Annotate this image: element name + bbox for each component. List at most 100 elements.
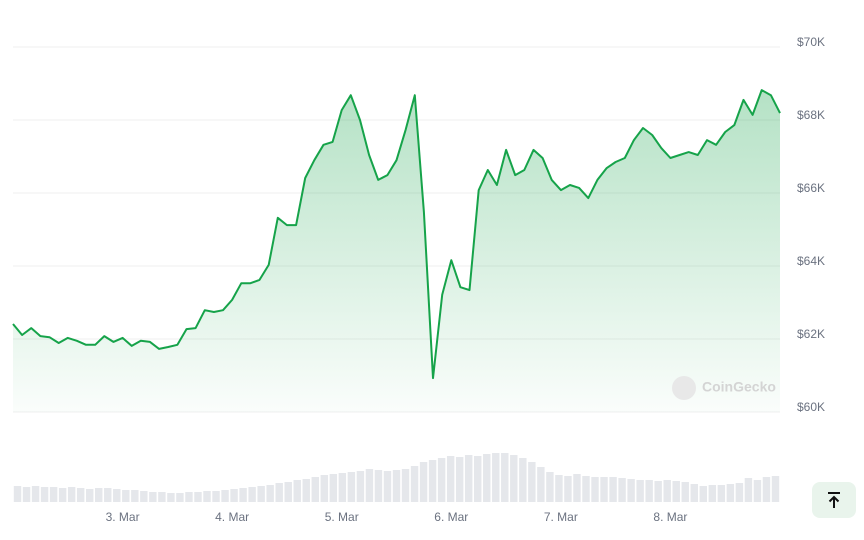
icon-arrow bbox=[828, 495, 840, 508]
volume-bar bbox=[464, 455, 473, 502]
volume-bar bbox=[275, 483, 283, 502]
volume-bar bbox=[194, 492, 202, 502]
volume-bar bbox=[609, 477, 617, 502]
volume-bar bbox=[185, 492, 193, 502]
plot: $60K $62K $64K $66K $68K $70K 3. Mar 4. Mar 5. M… bbox=[12, 35, 825, 524]
volume-bar bbox=[564, 476, 572, 502]
volume-bar bbox=[203, 491, 211, 502]
area bbox=[13, 90, 780, 412]
volume-bar bbox=[582, 476, 590, 502]
volume-bar bbox=[131, 490, 139, 502]
volume-bar bbox=[455, 457, 464, 502]
watermark: CoinGecko bbox=[672, 376, 776, 400]
volume-bar bbox=[356, 471, 365, 502]
watermark-text: CoinGecko bbox=[702, 379, 776, 395]
volume-bar bbox=[735, 483, 744, 502]
volume-bar bbox=[383, 471, 392, 502]
y-tick-label: $68K bbox=[797, 108, 825, 122]
volume-bar bbox=[140, 491, 148, 502]
volume-bar bbox=[645, 480, 653, 502]
volume-bar bbox=[374, 470, 383, 502]
volume-bar bbox=[519, 458, 527, 502]
volume-bar bbox=[762, 477, 771, 502]
volume-bar bbox=[573, 474, 581, 502]
volume-bar bbox=[13, 486, 22, 502]
y-tick-label: $60K bbox=[797, 400, 825, 414]
volume-bar bbox=[248, 487, 256, 502]
volume-bar bbox=[293, 480, 301, 502]
y-tick-label: $70K bbox=[797, 35, 825, 49]
volume-bar bbox=[428, 460, 437, 502]
volume-bar bbox=[591, 477, 599, 502]
volume-bar bbox=[176, 493, 184, 502]
x-tick-label: 4. Mar bbox=[215, 510, 249, 524]
volume-bar bbox=[419, 462, 428, 502]
x-tick-label: 7. Mar bbox=[544, 510, 578, 524]
volume-bar bbox=[537, 467, 545, 502]
volume-bar bbox=[600, 477, 608, 502]
volume-bar bbox=[627, 479, 635, 502]
volume-bar bbox=[726, 484, 735, 502]
volume-bar bbox=[329, 474, 338, 502]
volume-bar bbox=[708, 485, 717, 502]
volume-bar bbox=[76, 488, 85, 502]
volume-bar bbox=[663, 480, 671, 502]
volume-bar bbox=[347, 472, 356, 502]
volume-bar bbox=[717, 485, 726, 502]
volume-bar bbox=[492, 453, 500, 502]
price-line bbox=[12, 89, 781, 380]
volume-bar bbox=[230, 489, 238, 502]
volume-bar bbox=[302, 479, 310, 502]
watermark-logo bbox=[672, 376, 696, 400]
volume-bar bbox=[744, 478, 753, 502]
volume-bar bbox=[311, 477, 319, 502]
volume-bar bbox=[58, 488, 67, 502]
volume-bar bbox=[528, 462, 536, 502]
volume-bar bbox=[167, 493, 175, 502]
volume-bar bbox=[555, 475, 563, 502]
volume-bar bbox=[104, 488, 112, 502]
y-tick-label: $66K bbox=[797, 181, 825, 195]
volume-bar bbox=[699, 486, 708, 502]
volume-bar bbox=[49, 487, 58, 502]
volume-bar bbox=[753, 480, 762, 502]
volume-bar bbox=[446, 456, 455, 502]
x-tick-label: 6. Mar bbox=[434, 510, 468, 524]
x-tick-label: 8. Mar bbox=[653, 510, 687, 524]
volume-bar bbox=[771, 476, 780, 502]
volume-bar bbox=[320, 475, 329, 502]
volume-bar bbox=[510, 455, 518, 502]
volume-bar bbox=[618, 478, 626, 502]
volume-bar bbox=[338, 473, 347, 502]
x-tick-label: 3. Mar bbox=[106, 510, 140, 524]
volume-bar bbox=[437, 458, 446, 502]
volume-bar bbox=[221, 490, 229, 502]
scroll-top-button[interactable] bbox=[812, 482, 856, 518]
volume-bar bbox=[636, 480, 644, 502]
volume-bar bbox=[654, 481, 662, 502]
volume-bar bbox=[284, 482, 292, 502]
volume-bar bbox=[410, 466, 419, 502]
volume-bar bbox=[401, 469, 410, 502]
volume-bar bbox=[681, 482, 689, 502]
volume-bar bbox=[158, 492, 166, 502]
volume-bar bbox=[365, 469, 374, 502]
volume-bar bbox=[85, 489, 94, 502]
y-tick-label: $64K bbox=[797, 254, 825, 268]
volume-bar bbox=[483, 454, 491, 502]
volume-bar bbox=[501, 453, 509, 502]
volume-bar bbox=[257, 486, 265, 502]
volume-bar bbox=[212, 491, 220, 502]
volume-bar bbox=[239, 488, 247, 502]
y-tick-label: $62K bbox=[797, 327, 825, 341]
x-tick-label: 5. Mar bbox=[325, 510, 359, 524]
volume-bar bbox=[31, 486, 40, 502]
volume-bar bbox=[690, 484, 698, 502]
volume-bar bbox=[474, 456, 482, 502]
volume-bar bbox=[392, 470, 401, 502]
volume-bar bbox=[266, 485, 274, 502]
volume-bar bbox=[546, 472, 554, 502]
volume-bar bbox=[95, 488, 103, 502]
